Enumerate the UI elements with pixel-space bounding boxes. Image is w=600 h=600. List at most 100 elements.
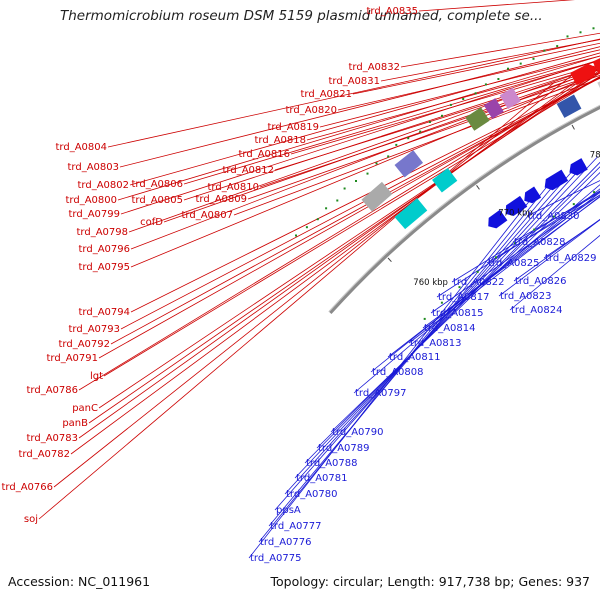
reverse-gene-label[interactable]: trd_A0815 — [432, 308, 484, 319]
reverse-gene-label[interactable]: ppsA — [276, 505, 301, 516]
reverse-gene-label[interactable]: trd_A0828 — [514, 237, 566, 248]
forward-gene-label[interactable]: panC — [72, 403, 98, 414]
tick-mark — [476, 185, 480, 190]
leader-line — [451, 190, 600, 283]
reverse-gene-label[interactable]: trd_A0811 — [389, 352, 441, 363]
leader-line — [430, 194, 600, 314]
reverse-gene-label[interactable]: trd_A0790 — [332, 427, 384, 438]
forward-gene-label[interactable]: trd_A0831 — [329, 76, 381, 87]
forward-gene-label[interactable]: trd_A0803 — [68, 162, 120, 173]
forward-gene-label[interactable]: trd_A0782 — [19, 449, 71, 460]
reverse-gene-label[interactable]: trd_A0776 — [260, 537, 312, 548]
gc-dot — [566, 35, 569, 38]
reverse-gene-label[interactable]: trd_A0824 — [511, 305, 563, 316]
leader-line — [258, 185, 549, 543]
forward-gene-label[interactable]: trd_A0783 — [27, 433, 79, 444]
feature-block — [432, 167, 458, 193]
leader-line — [107, 38, 600, 148]
reverse-gene-label[interactable]: trd_A0829 — [545, 253, 597, 264]
forward-gene-label[interactable]: trd_A0820 — [286, 105, 338, 116]
leader-line — [330, 172, 600, 433]
backbone-circle — [328, 104, 600, 315]
reverse-gene-label[interactable]: trd_A0775 — [250, 553, 302, 564]
reverse-gene-label[interactable]: trd_A0823 — [500, 291, 552, 302]
reverse-gene-label[interactable]: trd_A0826 — [515, 276, 567, 287]
forward-gene-label[interactable]: trd_A0795 — [79, 262, 131, 273]
forward-gene-label[interactable]: trd_A0802 — [78, 180, 130, 191]
gc-dot — [497, 78, 500, 80]
forward-gene-label[interactable]: trd_A0819 — [268, 122, 320, 133]
feature-block — [597, 81, 600, 89]
forward-gene-label[interactable]: trd_A0818 — [255, 135, 307, 146]
forward-gene-label[interactable]: trd_A0832 — [349, 62, 401, 73]
forward-gene-label[interactable]: trd_A0816 — [239, 149, 291, 160]
forward-gene-label[interactable]: trd_A0792 — [59, 339, 111, 350]
leader-line — [38, 81, 555, 520]
forward-gene-label[interactable]: trd_A0798 — [77, 227, 129, 238]
gc-dot — [355, 180, 357, 182]
leader-line — [98, 76, 600, 359]
reverse-gene-label[interactable]: trd_A0789 — [318, 443, 370, 454]
forward-gene-label[interactable]: trd_A0810 — [208, 182, 260, 193]
gc-dot — [533, 228, 536, 231]
forward-gene-label[interactable]: trd_A0812 — [223, 165, 275, 176]
leader-line — [130, 77, 600, 313]
tick-label: 780 kbp — [590, 151, 600, 161]
reverse-gene-label[interactable]: trd_A0808 — [372, 367, 424, 378]
forward-gene-label[interactable]: trd_A0806 — [132, 179, 184, 190]
forward-gene-label[interactable]: panB — [62, 418, 88, 429]
gc-dot — [532, 57, 535, 60]
reverse-gene-label[interactable]: trd_A0822 — [453, 277, 505, 288]
gc-dot — [572, 203, 575, 206]
forward-gene-label[interactable]: trd_A0805 — [132, 195, 184, 206]
forward-gene-label[interactable]: trd_A0793 — [69, 324, 121, 335]
gc-dot — [316, 218, 319, 221]
gc-dot — [366, 172, 369, 175]
reverse-gene-label[interactable]: trd_A0813 — [410, 338, 462, 349]
forward-cds-arrow — [570, 63, 597, 86]
reverse-gene-label[interactable]: trd_A0777 — [270, 521, 322, 532]
feature-block — [499, 87, 521, 110]
leader-line — [316, 166, 600, 449]
forward-gene-label[interactable]: trd_A0804 — [56, 142, 108, 153]
reverse-gene-label[interactable]: trd_A0825 — [488, 258, 540, 269]
gc-dot — [593, 191, 596, 194]
gc-dot — [552, 215, 555, 218]
forward-gene-label[interactable]: soj — [24, 514, 38, 525]
reverse-gene-label[interactable]: trd_A0781 — [296, 473, 348, 484]
leader-line — [248, 193, 536, 559]
reverse-gene-label[interactable]: trd_A0797 — [355, 388, 407, 399]
forward-gene-label[interactable]: trd_A0766 — [2, 482, 54, 493]
gc-dot — [305, 226, 308, 229]
forward-cds-arrow — [592, 58, 600, 75]
reverse-cds-arrow — [569, 158, 588, 176]
forward-gene-label[interactable]: trd_A0821 — [301, 89, 353, 100]
forward-gene-label[interactable]: trd_A0799 — [69, 209, 121, 220]
leader-line — [183, 65, 600, 201]
leader-line — [247, 74, 600, 200]
gc-dot — [507, 67, 509, 70]
forward-gene-label[interactable]: trd_A0796 — [79, 244, 131, 255]
tick-mark — [387, 257, 392, 263]
forward-gene-label[interactable]: cofD — [140, 217, 163, 228]
reverse-gene-label[interactable]: trd_A0788 — [306, 458, 358, 469]
reverse-gene-label[interactable]: trd_A0780 — [286, 489, 338, 500]
forward-gene-label[interactable]: trd_A0791 — [47, 353, 99, 364]
leader-line — [290, 63, 600, 155]
reverse-gene-label[interactable]: trd_A0814 — [424, 323, 476, 334]
leader-line — [98, 72, 600, 409]
feature-block — [465, 107, 490, 131]
forward-gene-label[interactable]: lgt — [90, 371, 103, 382]
gc-dot — [592, 27, 595, 30]
forward-gene-label[interactable]: trd_A0835 — [367, 6, 419, 17]
gc-dot — [476, 270, 479, 273]
forward-gene-label[interactable]: trd_A0794 — [79, 307, 131, 318]
leader-line — [120, 59, 600, 215]
reverse-gene-label[interactable]: trd_A0817 — [438, 292, 490, 303]
feature-block — [394, 198, 428, 230]
forward-gene-label[interactable]: trd_A0786 — [27, 385, 79, 396]
forward-gene-label[interactable]: trd_A0800 — [66, 195, 118, 206]
reverse-gene-label[interactable]: trd_A0830 — [528, 211, 580, 222]
forward-gene-label[interactable]: trd_A0809 — [196, 194, 248, 205]
forward-gene-label[interactable]: trd_A0807 — [182, 210, 234, 221]
